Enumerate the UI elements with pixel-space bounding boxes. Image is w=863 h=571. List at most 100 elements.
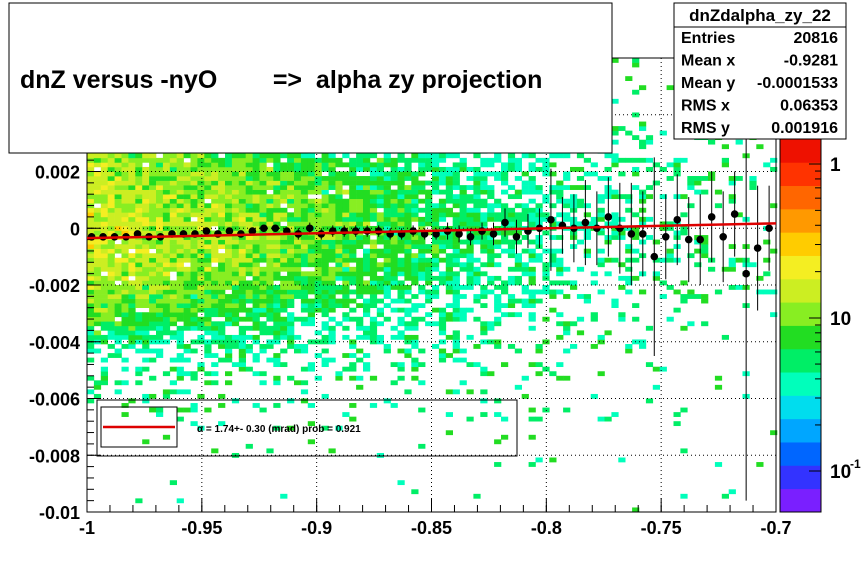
heatmap-cell	[204, 303, 212, 308]
heatmap-cell	[225, 162, 233, 168]
heatmap-cell	[121, 257, 129, 263]
heatmap-cell	[494, 153, 502, 159]
heatmap-cell	[156, 275, 164, 281]
heatmap-cell	[273, 244, 281, 249]
heatmap-cell	[390, 157, 398, 163]
stats-box-frame	[673, 2, 847, 140]
heatmap-cell	[156, 230, 164, 236]
heatmap-cell	[328, 298, 336, 304]
heatmap-cell	[100, 239, 108, 245]
heatmap-cell	[466, 285, 474, 290]
heatmap-cell	[418, 262, 426, 268]
stats-row-label: Mean y	[681, 75, 735, 92]
heatmap-cell	[294, 294, 302, 299]
heatmap-cell	[342, 221, 350, 227]
heatmap-cell	[645, 157, 654, 163]
palette-swatch	[780, 325, 821, 350]
heatmap-cell	[376, 321, 384, 327]
heatmap-cell	[570, 285, 578, 290]
heatmap-cell	[507, 194, 516, 200]
heatmap-cell	[280, 325, 288, 331]
heatmap-cell	[507, 157, 516, 163]
heatmap-cell	[390, 225, 398, 231]
heatmap-cell	[197, 253, 205, 259]
heatmap-cell	[397, 194, 405, 200]
heatmap-cell	[314, 203, 322, 209]
heatmap-cell	[218, 307, 226, 313]
heatmap-cell	[280, 362, 288, 368]
heatmap-cell	[162, 285, 171, 290]
heatmap-cell	[576, 198, 585, 204]
heatmap-cell	[369, 325, 378, 331]
heatmap-cell	[480, 371, 488, 377]
heatmap-cell	[300, 194, 309, 200]
heatmap-cell	[328, 216, 336, 222]
heatmap-cell	[135, 153, 143, 159]
heatmap-cell	[135, 244, 143, 249]
heatmap-cell	[369, 257, 378, 263]
heatmap-cell	[418, 162, 426, 168]
heatmap-cell	[225, 180, 233, 186]
heatmap-cell	[135, 330, 143, 336]
heatmap-cell	[432, 289, 440, 295]
heatmap-cell	[404, 157, 412, 163]
heatmap-cell	[342, 275, 350, 281]
heatmap-cell	[356, 153, 364, 159]
heatmap-cell	[287, 166, 295, 172]
heatmap-cell	[197, 307, 205, 313]
heatmap-cell	[314, 171, 322, 177]
heatmap-cell	[176, 334, 184, 340]
heatmap-cell	[501, 416, 509, 422]
heatmap-cell	[390, 162, 398, 168]
heatmap-cell	[218, 171, 226, 177]
heatmap-cell	[259, 244, 267, 249]
heatmap-cell	[466, 207, 474, 213]
heatmap-cell	[87, 375, 95, 381]
heatmap-cell	[204, 289, 212, 295]
heatmap-cell	[459, 348, 467, 354]
heatmap-cell	[432, 257, 440, 263]
heatmap-cell	[473, 194, 481, 200]
heatmap-cell	[514, 216, 522, 222]
heatmap-cell	[107, 153, 115, 159]
heatmap-cell	[335, 285, 343, 290]
heatmap-cell	[252, 244, 260, 249]
heatmap-cell	[300, 298, 309, 304]
heatmap-cell	[356, 157, 364, 163]
heatmap-cell	[294, 212, 302, 218]
heatmap-cell	[459, 157, 467, 163]
heatmap-cell	[135, 166, 143, 172]
heatmap-cell	[321, 257, 329, 263]
heatmap-cell	[652, 162, 660, 168]
heatmap-cell	[114, 194, 122, 200]
heatmap-cell	[618, 157, 626, 163]
heatmap-cell	[87, 207, 95, 213]
heatmap-cell	[390, 253, 398, 259]
heatmap-cell	[142, 171, 150, 177]
palette-swatch	[780, 465, 821, 490]
heatmap-cell	[149, 285, 157, 290]
heatmap-cell	[100, 194, 108, 200]
heatmap-cell	[266, 207, 274, 213]
heatmap-cell	[487, 185, 495, 190]
heatmap-cell	[176, 239, 184, 245]
heatmap-cell	[142, 180, 150, 186]
heatmap-cell	[197, 325, 205, 331]
heatmap-cell	[142, 253, 150, 259]
heatmap-cell	[376, 176, 384, 181]
heatmap-cell	[204, 244, 212, 249]
heatmap-cell	[245, 262, 253, 268]
heatmap-cell	[480, 262, 488, 268]
heatmap-cell	[280, 248, 288, 254]
heatmap-cell	[273, 248, 281, 254]
heatmap-cell	[252, 166, 260, 172]
heatmap-cell	[411, 207, 419, 213]
heatmap-cell	[300, 244, 309, 249]
heatmap-cell	[563, 348, 571, 354]
heatmap-cell	[597, 212, 605, 218]
heatmap-cell	[156, 407, 164, 413]
heatmap-cell	[149, 194, 157, 200]
heatmap-cell	[611, 412, 619, 417]
heatmap-cell	[363, 212, 371, 218]
